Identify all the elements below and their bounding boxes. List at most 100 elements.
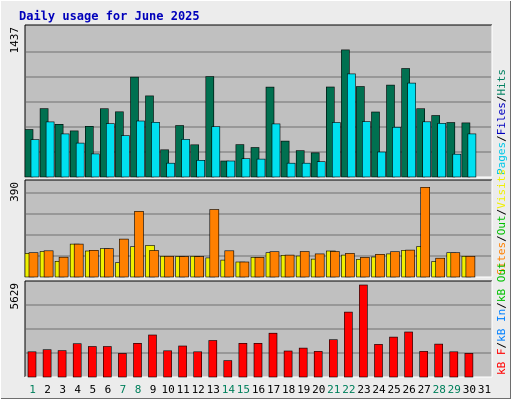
x-tick-label-day-22: 22 bbox=[342, 383, 355, 396]
visits-bar-sites-day-23 bbox=[360, 257, 370, 278]
x-tick-label-day-4: 4 bbox=[74, 383, 81, 396]
visits-bar-sites-day-28 bbox=[435, 257, 446, 278]
usage-bar-hits-day-18 bbox=[280, 140, 290, 178]
kbytes-bar-kb-f-day-5 bbox=[88, 346, 97, 378]
usage-bar-pages-day-7 bbox=[121, 135, 130, 178]
usage-bar-hits-day-29 bbox=[446, 122, 456, 178]
kbytes-y-max-label: 5629 bbox=[8, 283, 21, 310]
x-tick-label-day-13: 13 bbox=[207, 383, 220, 396]
x-tick-label-day-18: 18 bbox=[282, 383, 295, 396]
x-tick-label-day-30: 30 bbox=[463, 383, 476, 396]
usage-bar-pages-day-23 bbox=[362, 121, 371, 178]
chart-title: Daily usage for June 2025 bbox=[19, 9, 200, 23]
visits-bar-sites-day-13 bbox=[209, 209, 220, 278]
visits-bar-sites-day-10 bbox=[164, 255, 174, 278]
usage-bar-pages-day-13 bbox=[211, 126, 221, 178]
usage-bar-pages-day-29 bbox=[452, 153, 462, 178]
usage-bar-pages-day-24 bbox=[377, 151, 386, 178]
x-tick-label-day-31: 31 bbox=[478, 383, 491, 396]
x-tick-label-day-29: 29 bbox=[448, 383, 461, 396]
visits-bar-sites-day-7 bbox=[119, 238, 129, 278]
usage-bar-pages-day-22 bbox=[347, 73, 356, 178]
usage-bar-pages-day-11 bbox=[181, 139, 190, 178]
kbytes-bar-kb-f-day-3 bbox=[57, 350, 67, 378]
usage-bar-pages-day-30 bbox=[467, 133, 477, 178]
kbytes-bar-kb-f-day-6 bbox=[103, 346, 112, 378]
usage-bar-pages-day-6 bbox=[106, 123, 115, 178]
kbytes-bar-kb-f-day-13 bbox=[208, 340, 218, 378]
x-tick-label-day-21: 21 bbox=[327, 383, 340, 396]
kbytes-legend-kb-out: kB Out bbox=[495, 262, 508, 302]
usage-bar-pages-day-1 bbox=[30, 139, 40, 178]
usage-legend-hits: Hits bbox=[495, 69, 508, 96]
usage-bar-hits-day-5 bbox=[85, 126, 94, 178]
visits-bar-sites-day-30 bbox=[465, 255, 476, 278]
visits-bar-sites-day-20 bbox=[314, 253, 325, 278]
kbytes-bar-kb-f-day-12 bbox=[193, 351, 202, 378]
usage-legend-pages: Pages bbox=[495, 142, 508, 175]
usage-bar-pages-day-5 bbox=[91, 153, 100, 178]
visits-bar-sites-day-24 bbox=[375, 254, 385, 278]
kbytes-bar-kb-f-day-30 bbox=[464, 353, 474, 378]
visits-bar-sites-day-11 bbox=[179, 256, 189, 278]
x-tick-label-day-5: 5 bbox=[89, 383, 96, 396]
visits-axis-legend: Sites/Out/Visits bbox=[495, 169, 508, 275]
usage-bar-pages-day-21 bbox=[331, 122, 341, 178]
visits-bar-sites-day-15 bbox=[239, 261, 250, 278]
x-tick-label-day-20: 20 bbox=[312, 383, 325, 396]
kbytes-bar-kb-f-day-17 bbox=[268, 332, 278, 378]
visits-bar-sites-day-8 bbox=[134, 211, 144, 278]
x-tick-label-day-14: 14 bbox=[222, 383, 236, 396]
x-tick-label-day-8: 8 bbox=[135, 383, 142, 396]
x-tick-label-day-16: 16 bbox=[252, 383, 265, 396]
kbytes-bar-kb-f-day-7 bbox=[118, 353, 127, 378]
x-tick-label-day-7: 7 bbox=[120, 383, 127, 396]
kbytes-legend-kb-in: kB In bbox=[495, 309, 508, 342]
x-tick-label-day-28: 28 bbox=[433, 383, 446, 396]
kbytes-bar-kb-f-day-20 bbox=[313, 351, 323, 378]
kbytes-bar-kb-f-day-29 bbox=[449, 351, 459, 378]
usage-bar-hits-day-24 bbox=[371, 111, 380, 178]
visits-bar-sites-day-17 bbox=[269, 251, 280, 278]
x-tick-label-day-10: 10 bbox=[161, 383, 174, 396]
kbytes-bar-kb-f-day-26 bbox=[404, 331, 413, 378]
x-tick-label-day-2: 2 bbox=[44, 383, 51, 396]
x-tick-label-day-3: 3 bbox=[59, 383, 66, 396]
visits-bar-sites-day-25 bbox=[390, 251, 400, 278]
kbytes-bar-kb-f-day-8 bbox=[133, 342, 142, 378]
usage-axis-legend: Pages/Files/Hits bbox=[495, 69, 508, 175]
usage-bar-pages-day-25 bbox=[392, 127, 401, 178]
kbytes-legend-kb-f: kB F bbox=[495, 349, 508, 376]
visits-bar-sites-day-18 bbox=[284, 254, 295, 278]
kbytes-bar-kb-f-day-18 bbox=[283, 350, 293, 378]
usage-bar-pages-day-15 bbox=[241, 158, 251, 178]
x-tick-label-day-15: 15 bbox=[237, 383, 250, 396]
visits-bar-sites-day-5 bbox=[89, 250, 99, 278]
x-tick-label-day-23: 23 bbox=[357, 383, 370, 396]
usage-bar-pages-day-18 bbox=[286, 162, 296, 178]
usage-bar-pages-day-28 bbox=[437, 123, 447, 178]
kbytes-bar-kb-f-day-22 bbox=[344, 311, 353, 378]
visits-legend-visits: Visits bbox=[495, 169, 508, 209]
visits-bar-sites-day-3 bbox=[58, 256, 69, 278]
x-tick-label-day-12: 12 bbox=[192, 383, 205, 396]
x-tick-label-day-17: 17 bbox=[267, 383, 280, 396]
visits-legend-sites: Sites bbox=[495, 242, 508, 275]
usage-bar-pages-day-10 bbox=[166, 162, 175, 178]
visits-y-max-label: 390 bbox=[8, 182, 21, 202]
usage-bar-pages-day-19 bbox=[301, 162, 311, 178]
kbytes-bar-kb-f-day-27 bbox=[419, 351, 429, 378]
kbytes-bar-kb-f-day-9 bbox=[148, 334, 157, 378]
kbytes-bar-kb-f-day-11 bbox=[178, 345, 187, 378]
usage-bar-pages-day-2 bbox=[45, 121, 55, 178]
x-tick-label-day-26: 26 bbox=[402, 383, 415, 396]
visits-bar-sites-day-6 bbox=[104, 248, 114, 278]
visits-bar-sites-day-26 bbox=[405, 249, 415, 278]
visits-bar-sites-day-14 bbox=[224, 250, 235, 278]
kbytes-bar-kb-f-day-4 bbox=[72, 343, 82, 378]
usage-bar-pages-day-8 bbox=[136, 120, 145, 178]
visits-bar-sites-day-4 bbox=[73, 243, 84, 278]
usage-y-max-label: 1437 bbox=[8, 27, 21, 54]
x-tick-label-day-11: 11 bbox=[177, 383, 190, 396]
